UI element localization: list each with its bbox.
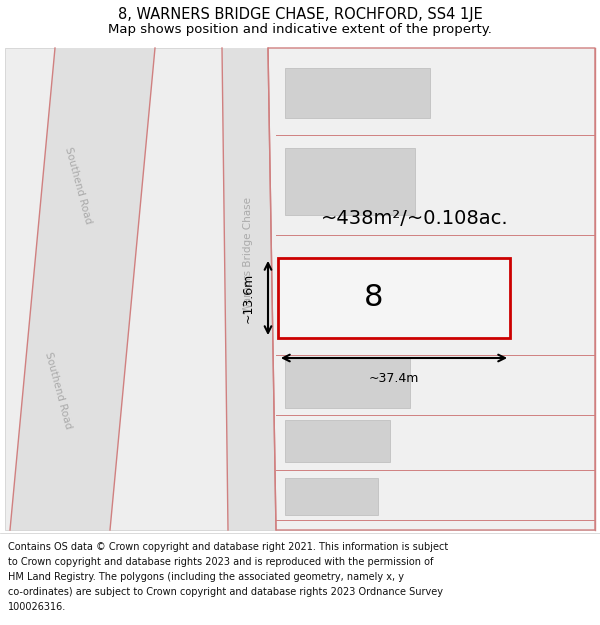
Text: ~37.4m: ~37.4m	[369, 372, 419, 385]
Polygon shape	[268, 48, 595, 530]
Text: Map shows position and indicative extent of the property.: Map shows position and indicative extent…	[108, 24, 492, 36]
Polygon shape	[10, 48, 155, 530]
Text: ~438m²/~0.108ac.: ~438m²/~0.108ac.	[321, 209, 509, 227]
Text: Southend Road: Southend Road	[43, 351, 73, 429]
Text: HM Land Registry. The polygons (including the associated geometry, namely x, y: HM Land Registry. The polygons (includin…	[8, 572, 404, 582]
Text: 8, WARNERS BRIDGE CHASE, ROCHFORD, SS4 1JE: 8, WARNERS BRIDGE CHASE, ROCHFORD, SS4 1…	[118, 6, 482, 21]
Text: to Crown copyright and database rights 2023 and is reproduced with the permissio: to Crown copyright and database rights 2…	[8, 557, 433, 567]
Polygon shape	[5, 48, 595, 530]
Bar	[0, 533, 600, 625]
Polygon shape	[278, 258, 510, 338]
Text: ~13.6m: ~13.6m	[241, 273, 254, 323]
Text: Southend Road: Southend Road	[63, 146, 93, 224]
Polygon shape	[285, 478, 378, 515]
Text: Contains OS data © Crown copyright and database right 2021. This information is : Contains OS data © Crown copyright and d…	[8, 542, 448, 552]
Text: 8: 8	[364, 284, 384, 312]
Polygon shape	[285, 420, 390, 462]
Polygon shape	[285, 148, 415, 215]
Polygon shape	[285, 68, 430, 118]
Polygon shape	[373, 261, 457, 335]
Text: Warners Bridge Chase: Warners Bridge Chase	[243, 197, 253, 313]
Polygon shape	[285, 358, 410, 408]
Text: co-ordinates) are subject to Crown copyright and database rights 2023 Ordnance S: co-ordinates) are subject to Crown copyr…	[8, 587, 443, 597]
Polygon shape	[222, 48, 276, 530]
Text: 100026316.: 100026316.	[8, 602, 66, 612]
